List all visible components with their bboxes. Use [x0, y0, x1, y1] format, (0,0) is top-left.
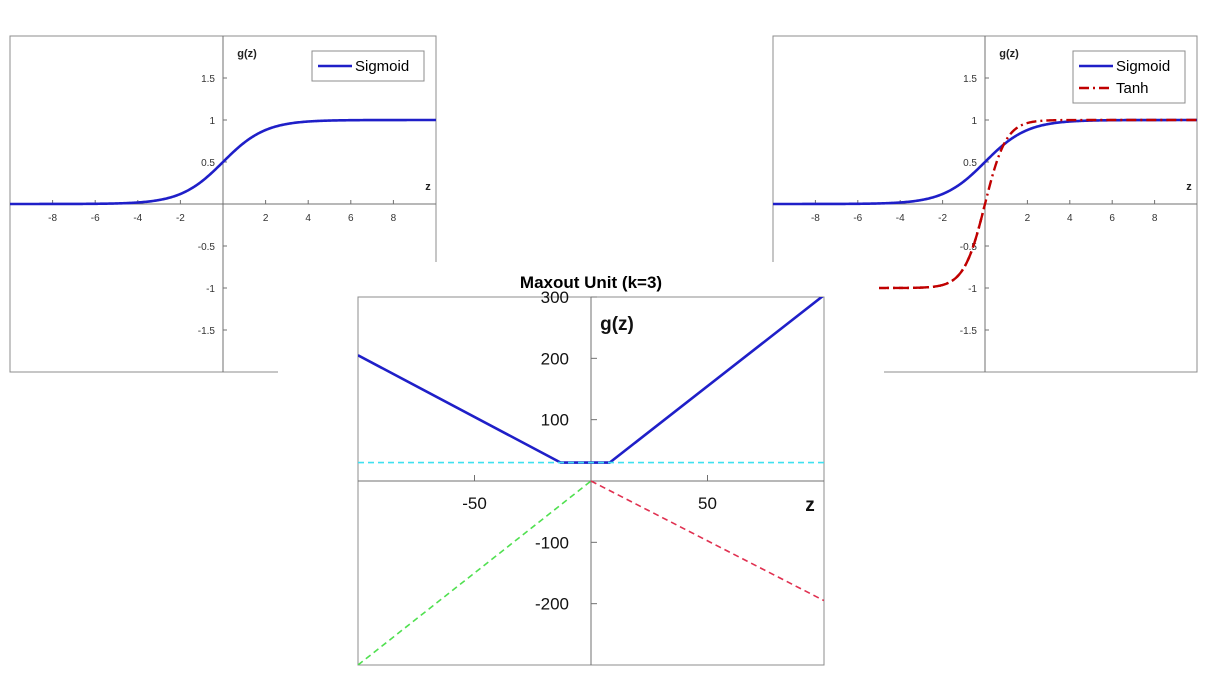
y-tick-label: -0.5 — [198, 242, 216, 253]
x-tick-label: -6 — [853, 213, 862, 224]
chart-title: Maxout Unit (k=3) — [520, 273, 662, 292]
x-axis-label: z — [805, 495, 815, 516]
x-tick-label: -2 — [176, 213, 185, 224]
x-tick-label: -2 — [938, 213, 947, 224]
y-tick-label: -200 — [535, 595, 569, 614]
sigmoid-chart: -8 -6 -4 -2 2 4 6 8 1.5 1 0.5 -0.5 -1 -1.5 g(z) z Sigmoi… — [9, 35, 437, 373]
x-tick-label: 50 — [698, 494, 717, 513]
legend-label-sigmoid: Sigmoid — [355, 58, 409, 75]
y-axis-label: g(z) — [999, 48, 1019, 60]
y-tick-label: -1.5 — [960, 326, 978, 337]
legend-label-tanh: Tanh — [1116, 80, 1149, 97]
y-tick-label: -1 — [968, 284, 977, 295]
y-tick-label: -0.5 — [960, 242, 978, 253]
x-tick-label: 8 — [1152, 213, 1158, 224]
x-tick-label: 4 — [1067, 213, 1073, 224]
y-tick-label: -100 — [535, 533, 569, 552]
x-tick-label: 8 — [391, 213, 397, 224]
x-tick-label: -6 — [91, 213, 100, 224]
series-line-tanh — [773, 118, 1197, 290]
x-tick-label: -8 — [48, 213, 57, 224]
maxout-chart: -50 50 300 200 100 -100 -200 g(z) z Maxout Unit (… — [278, 262, 884, 687]
legend: Sigmoid — [311, 50, 425, 82]
y-tick-label: -1.5 — [198, 326, 216, 337]
x-tick-label: -4 — [133, 213, 142, 224]
series-line-line-3 — [590, 480, 824, 602]
x-tick-label: 2 — [263, 213, 269, 224]
y-tick-label: 300 — [541, 288, 569, 307]
x-tick-label: -8 — [811, 213, 820, 224]
y-tick-label: 0.5 — [201, 158, 215, 169]
series-line-line-0 — [358, 297, 824, 464]
series-line-sigmoid — [10, 118, 436, 206]
y-tick-label: 1 — [971, 116, 977, 127]
legend: Sigmoid Tanh — [1072, 50, 1186, 104]
x-axis-label: z — [1186, 181, 1192, 193]
x-tick-label: -4 — [896, 213, 905, 224]
x-tick-label: -50 — [462, 494, 487, 513]
series-group — [358, 297, 824, 665]
y-tick-label: 200 — [541, 349, 569, 368]
y-tick-label: 0.5 — [963, 158, 977, 169]
x-axis-label: z — [425, 181, 431, 193]
series-group — [773, 118, 1197, 290]
x-tick-label: 6 — [348, 213, 354, 224]
x-tick-label: 6 — [1109, 213, 1115, 224]
y-tick-label: 1.5 — [963, 74, 977, 85]
y-axis-label: g(z) — [600, 314, 634, 335]
legend-box — [1072, 50, 1186, 104]
y-tick-label: 100 — [541, 411, 569, 430]
y-tick-label: -1 — [206, 284, 215, 295]
y-tick-label: 1 — [209, 116, 215, 127]
x-tick-label: 2 — [1025, 213, 1031, 224]
y-axis-label: g(z) — [237, 48, 257, 60]
x-tick-label: 4 — [305, 213, 311, 224]
series-group — [10, 118, 436, 206]
legend-label-sigmoid: Sigmoid — [1116, 58, 1170, 75]
y-tick-label: 1.5 — [201, 74, 215, 85]
